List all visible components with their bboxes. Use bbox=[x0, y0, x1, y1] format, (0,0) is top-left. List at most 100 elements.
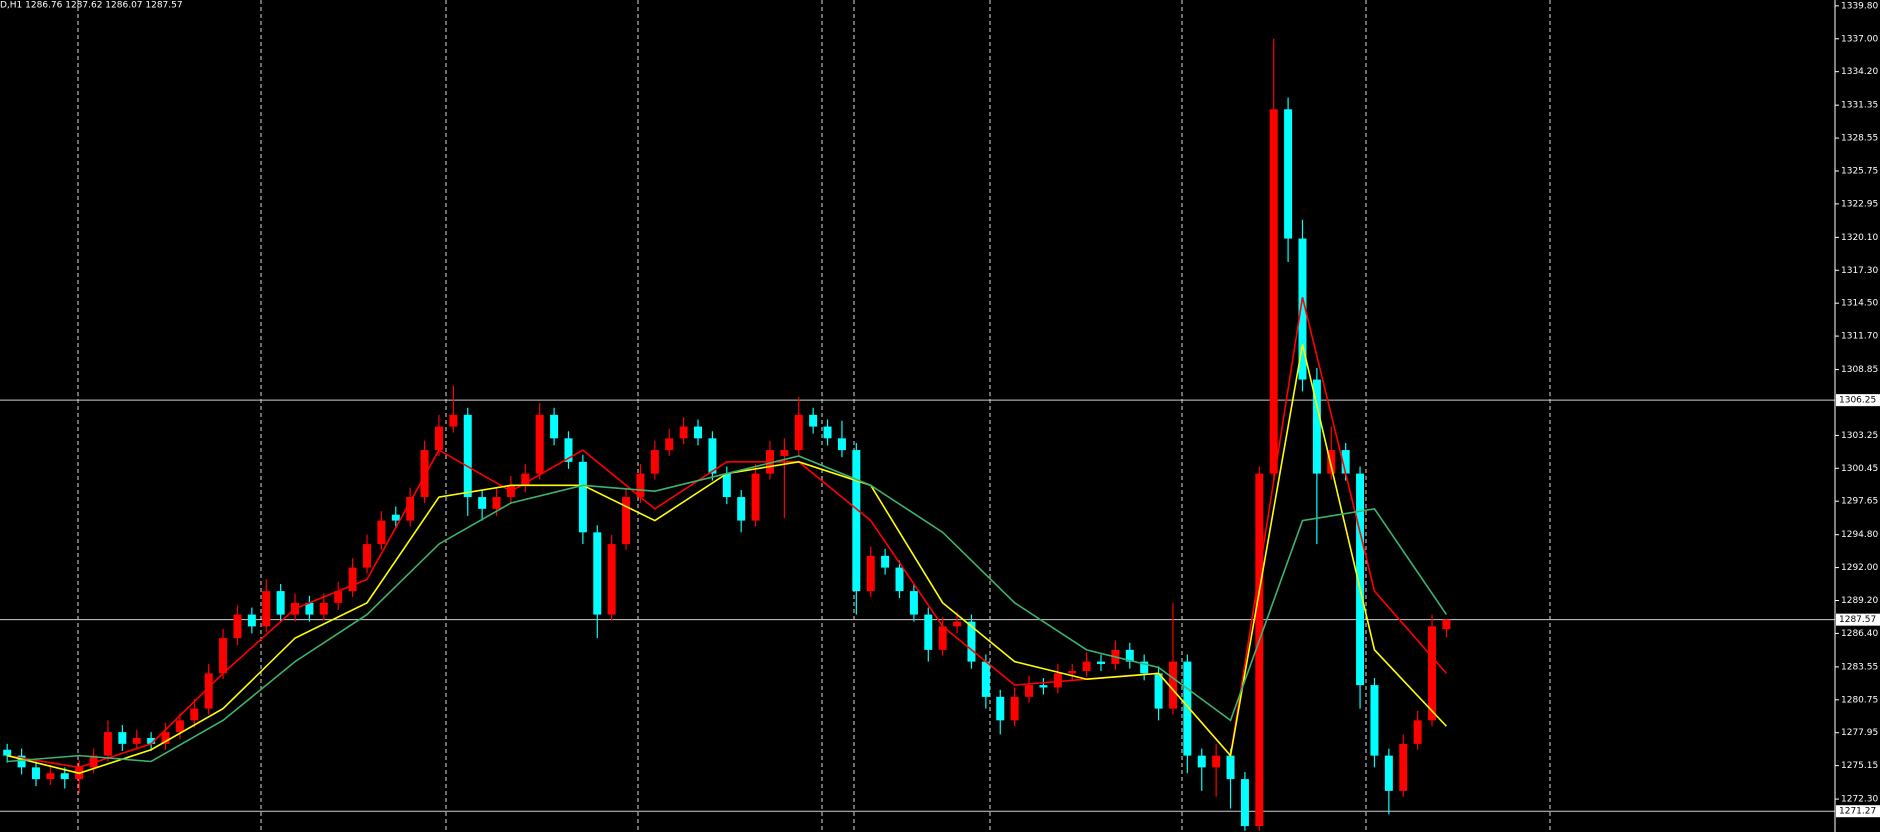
candle-body bbox=[1212, 755, 1221, 768]
y-tick-label: 1311.70 bbox=[1841, 332, 1878, 342]
y-tick-label: 1325.75 bbox=[1841, 166, 1878, 176]
candle-body bbox=[607, 544, 616, 615]
candle-body bbox=[478, 497, 487, 509]
candle-body bbox=[751, 473, 760, 521]
candle-body bbox=[837, 438, 846, 451]
candle-body bbox=[31, 767, 40, 780]
price-label-box bbox=[1836, 613, 1880, 626]
candle-body bbox=[363, 544, 371, 568]
axis-panel bbox=[1835, 0, 1880, 832]
y-tick-label: 1294.80 bbox=[1841, 530, 1878, 540]
candle-body bbox=[1399, 743, 1408, 791]
y-tick-label: 1277.95 bbox=[1841, 728, 1878, 738]
candle-body bbox=[1298, 238, 1307, 380]
candle-body bbox=[463, 414, 472, 498]
y-tick-label: 1286.40 bbox=[1841, 629, 1878, 639]
y-tick-label: 1289.20 bbox=[1841, 596, 1878, 606]
y-tick-label: 1280.75 bbox=[1841, 695, 1878, 705]
candle-body bbox=[809, 414, 818, 427]
candle-body bbox=[722, 473, 731, 498]
y-tick-label: 1300.45 bbox=[1841, 464, 1878, 474]
candle-body bbox=[219, 638, 228, 674]
y-tick-label: 1283.55 bbox=[1841, 662, 1878, 672]
candle-body bbox=[1269, 109, 1278, 474]
candle-body bbox=[1140, 661, 1149, 674]
candle-body bbox=[1039, 685, 1048, 688]
candle-body bbox=[1082, 661, 1091, 672]
candle-body bbox=[981, 661, 990, 697]
candle-body bbox=[881, 555, 890, 568]
candle-body bbox=[276, 591, 285, 615]
y-tick-label: 1320.10 bbox=[1841, 233, 1878, 243]
candle-body bbox=[1356, 473, 1365, 686]
y-tick-label: 1297.65 bbox=[1841, 497, 1878, 507]
candle-body bbox=[953, 621, 962, 627]
candle-body bbox=[492, 497, 501, 509]
candle-body bbox=[89, 755, 98, 768]
price-label-box bbox=[1836, 394, 1880, 407]
price-label: 1287.57 bbox=[1839, 615, 1876, 625]
candle-body bbox=[578, 461, 587, 533]
candle-body bbox=[1327, 450, 1336, 474]
candle-body bbox=[17, 755, 26, 768]
candle-body bbox=[924, 614, 933, 650]
candle-body bbox=[1197, 755, 1206, 768]
candle-body bbox=[938, 626, 947, 650]
y-tick-label: 1339.80 bbox=[1841, 1, 1878, 11]
y-tick-label: 1328.55 bbox=[1841, 134, 1878, 144]
y-tick-label: 1337.00 bbox=[1841, 34, 1878, 44]
y-tick-label: 1272.30 bbox=[1841, 795, 1878, 805]
candle-body bbox=[823, 426, 832, 439]
candle-body bbox=[593, 532, 602, 615]
candle-body bbox=[118, 732, 127, 744]
candle-body bbox=[60, 773, 69, 780]
candle-body bbox=[650, 450, 659, 474]
candle-body bbox=[665, 438, 674, 451]
candle-body bbox=[694, 426, 703, 439]
candle-body bbox=[1284, 109, 1293, 239]
candle-body bbox=[550, 414, 559, 439]
candle-body bbox=[909, 591, 918, 615]
candle-body bbox=[434, 426, 443, 451]
candle-body bbox=[132, 737, 141, 744]
candle-body bbox=[161, 732, 170, 744]
candle-body bbox=[852, 450, 861, 592]
candle-body bbox=[406, 497, 415, 521]
price-label: 1271.27 bbox=[1839, 807, 1876, 817]
candle-body bbox=[319, 602, 328, 615]
y-tick-label: 1292.00 bbox=[1841, 563, 1878, 573]
candle-body bbox=[46, 773, 55, 780]
candle-body bbox=[1312, 379, 1321, 474]
y-tick-label: 1331.35 bbox=[1841, 101, 1878, 111]
candle-body bbox=[420, 450, 429, 498]
candle-body bbox=[1384, 755, 1393, 791]
candle-body bbox=[1413, 720, 1422, 744]
price-label-box bbox=[1836, 805, 1880, 818]
candle-body bbox=[1240, 779, 1249, 827]
candle-body bbox=[1168, 661, 1177, 709]
candle-body bbox=[737, 497, 746, 521]
candle-body bbox=[348, 567, 357, 592]
candle-body bbox=[1341, 450, 1350, 474]
candle-body bbox=[679, 426, 688, 439]
candle-body bbox=[1025, 685, 1034, 697]
candle-body bbox=[391, 514, 400, 521]
candle-body bbox=[708, 438, 717, 474]
candle-body bbox=[1010, 696, 1019, 721]
y-tick-label: 1303.25 bbox=[1841, 431, 1878, 441]
moving-average bbox=[7, 455, 1448, 763]
candle-body bbox=[636, 473, 645, 498]
price-label: 1306.25 bbox=[1839, 396, 1876, 406]
candle-body bbox=[103, 732, 112, 756]
candle-body bbox=[866, 555, 875, 592]
candle-body bbox=[996, 696, 1005, 721]
candle-body bbox=[377, 520, 386, 545]
candle-body bbox=[1183, 661, 1192, 756]
candle-body bbox=[1428, 626, 1437, 721]
candle-body bbox=[233, 614, 242, 639]
candle-body bbox=[305, 602, 314, 615]
candle-body bbox=[1097, 661, 1105, 664]
candle-body bbox=[334, 591, 343, 603]
